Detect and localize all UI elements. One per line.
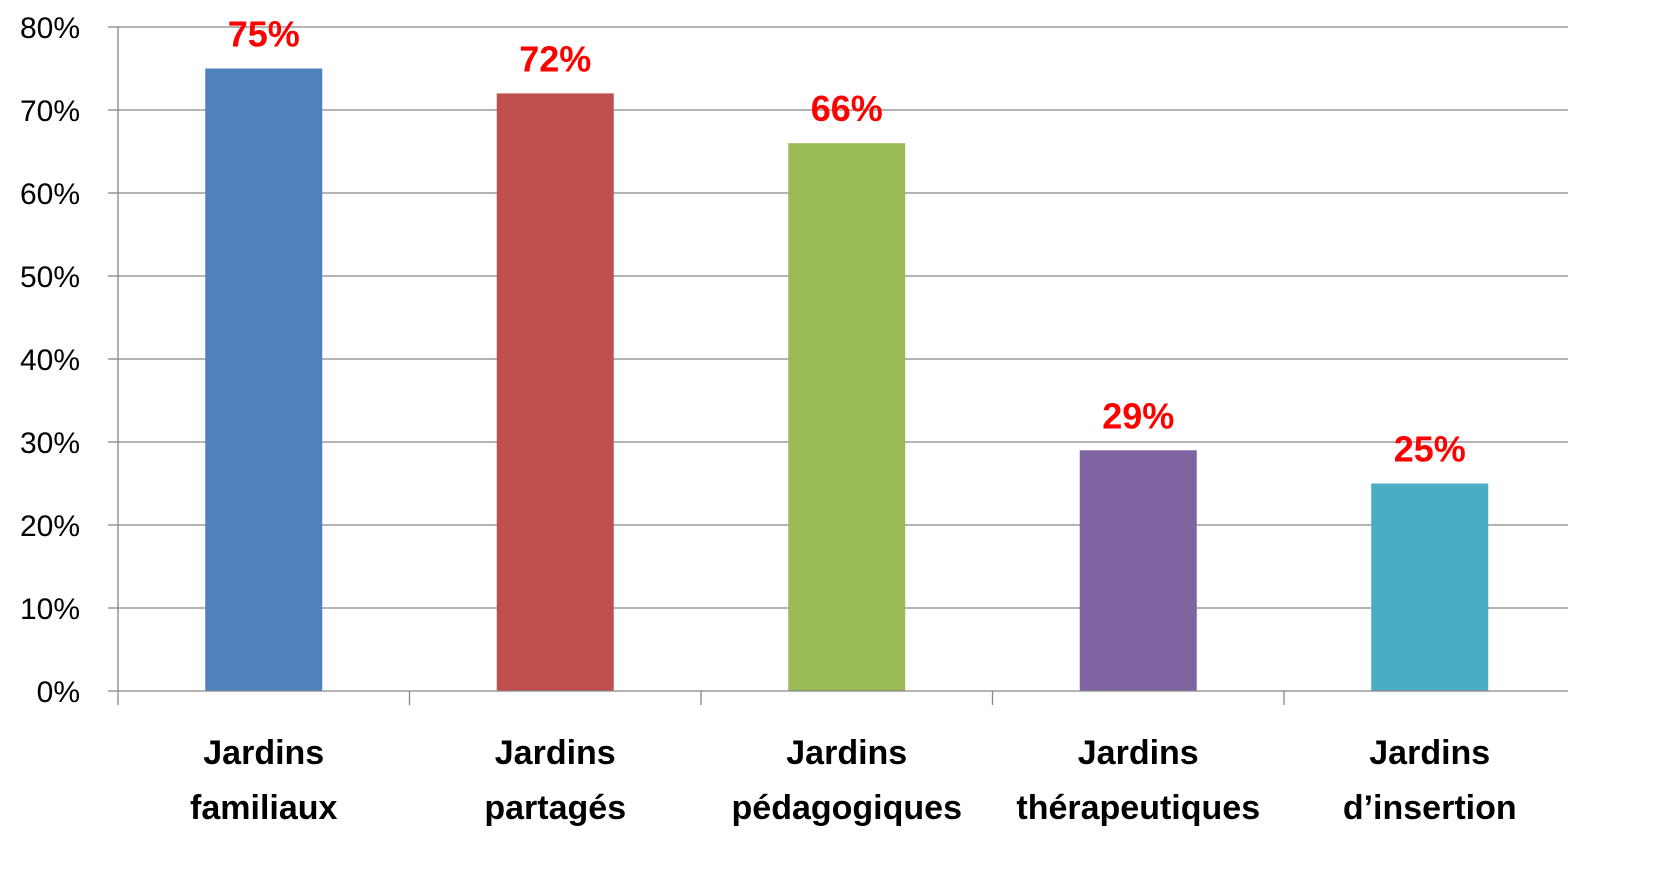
category-label-line: pédagogiques [732, 789, 962, 827]
y-tick-label: 70% [20, 95, 80, 128]
category-label-line: Jardins [203, 734, 324, 772]
data-label: 72% [519, 38, 591, 79]
category-label: Jardins partagés [484, 734, 626, 827]
data-label: 75% [228, 14, 300, 55]
category-label: Jardins thérapeutiques [1016, 734, 1260, 827]
category-label: Jardins familiaux [190, 734, 337, 827]
category-label-line: partagés [484, 789, 626, 827]
labels: 0% 10% 20% 30% 40% 50% 60% 70% 80% 75% Jardins fami… [20, 12, 1517, 827]
data-label: 25% [1394, 429, 1466, 470]
y-tick-label: 10% [20, 593, 80, 626]
data-label: 66% [811, 88, 883, 129]
bar [205, 68, 323, 691]
axes [108, 26, 1568, 705]
bars [205, 68, 1489, 691]
y-tick-label: 20% [20, 510, 80, 543]
data-label: 29% [1102, 395, 1174, 436]
category-label-line: Jardins [495, 734, 616, 772]
bar [1079, 450, 1197, 691]
y-tick-label: 60% [20, 178, 80, 211]
category-label-line: familiaux [190, 789, 337, 827]
y-tick-label: 50% [20, 261, 80, 294]
category-label-line: d’insertion [1343, 789, 1517, 827]
y-tick-label: 30% [20, 427, 80, 460]
category-label: Jardins pédagogiques [732, 734, 962, 827]
category-label-line: Jardins [1369, 734, 1490, 772]
category-label-line: Jardins [1078, 734, 1199, 772]
y-tick-label: 80% [20, 12, 80, 45]
category-label-line: thérapeutiques [1016, 789, 1260, 827]
category-label: Jardins d’insertion [1343, 734, 1517, 827]
y-tick-label: 40% [20, 344, 80, 377]
y-tick-label: 0% [37, 676, 80, 709]
bar [788, 143, 906, 691]
bar [496, 93, 614, 691]
bar [1371, 483, 1489, 691]
category-label-line: Jardins [786, 734, 907, 772]
